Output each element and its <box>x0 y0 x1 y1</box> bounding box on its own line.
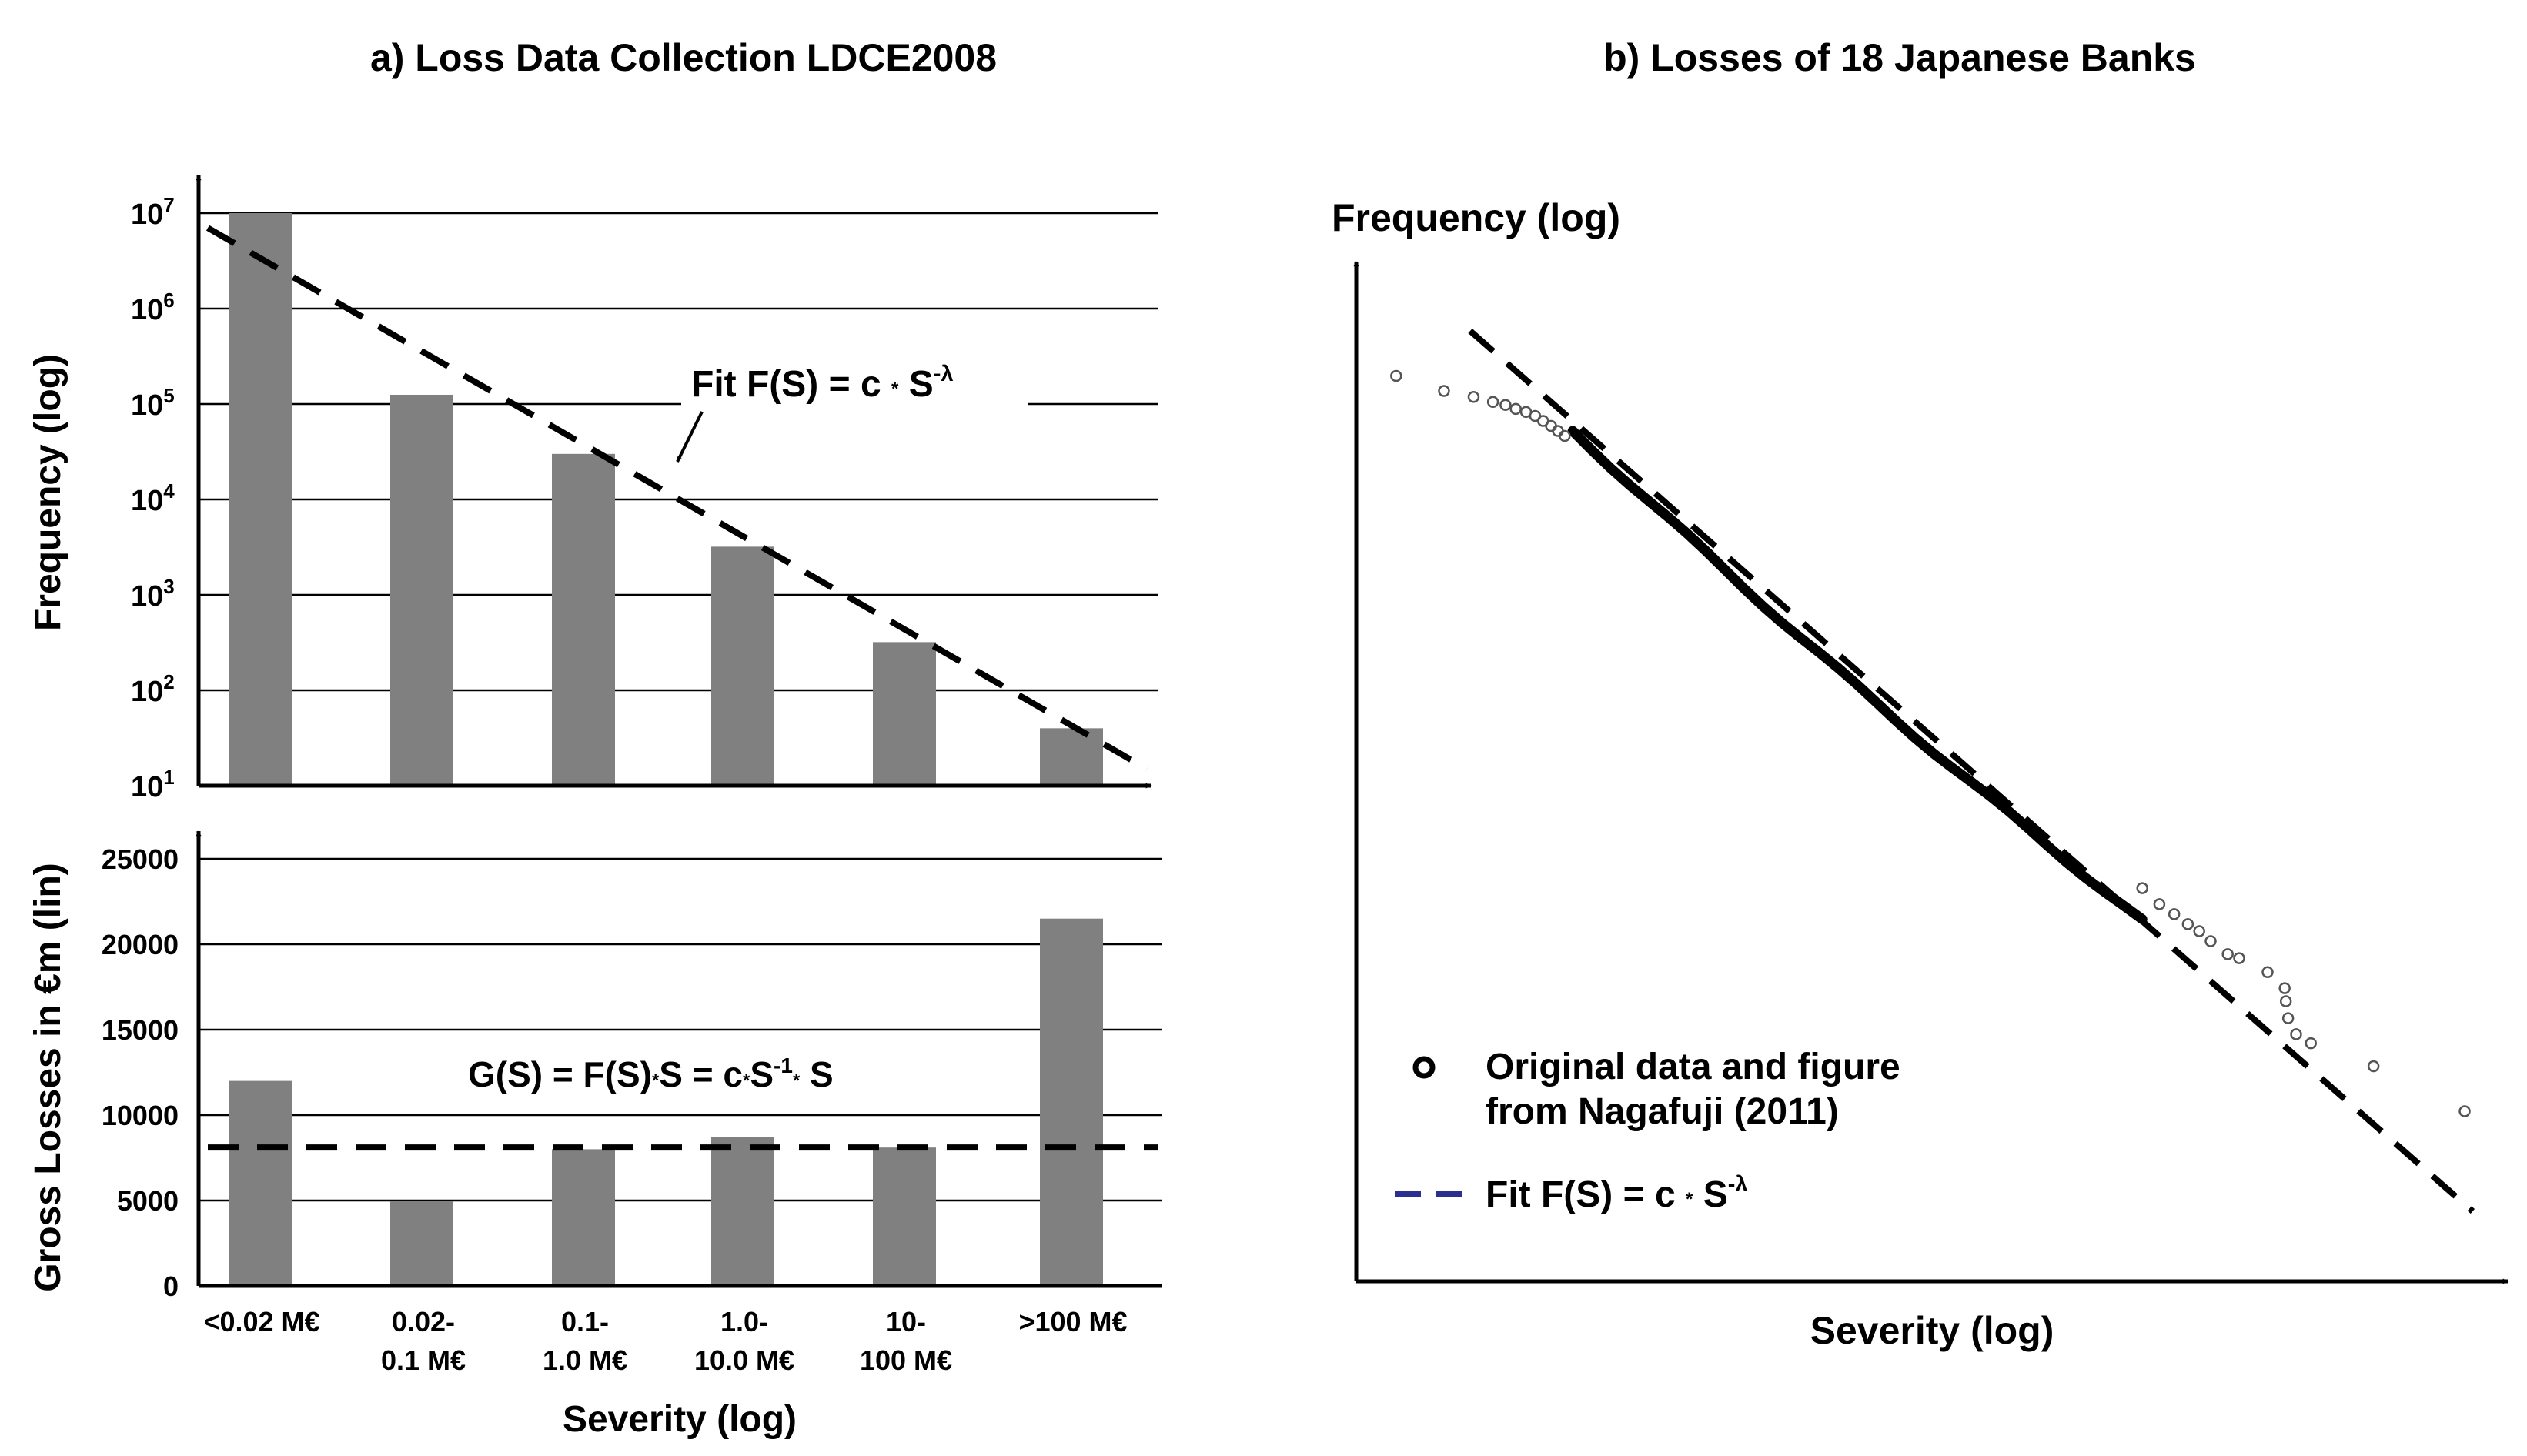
panel-a-category-label: 100 M€ <box>860 1344 952 1376</box>
panel-a-title: a) Loss Data Collection LDCE2008 <box>370 36 997 79</box>
legend-data-label-line2: from Nagafuji (2011) <box>1486 1091 1839 1132</box>
panel-a-category-label: <0.02 M€ <box>203 1306 319 1337</box>
panel-a-bottom-bar <box>1040 918 1103 1286</box>
panel-a-category-label: 1.0 M€ <box>543 1344 627 1376</box>
panel-b-data-point <box>1499 399 1512 411</box>
panel-b-data-point <box>1559 429 1571 442</box>
panel-a-bottom-ytick-label: 15000 <box>102 1014 179 1046</box>
panel-b-data-point <box>2305 1037 2317 1050</box>
panel-b-data-point <box>2367 1060 2380 1073</box>
panel-a-top-ytick-label: 107 <box>131 193 175 231</box>
panel-b-data-point <box>2458 1105 2471 1117</box>
panel-b-data-point <box>2278 982 2291 994</box>
panel-a-category-label: 10- <box>886 1306 926 1337</box>
panel-a-category-label: 0.02- <box>392 1306 455 1337</box>
panel-b-data-point <box>2279 995 2292 1007</box>
panel-b-data-point <box>1552 425 1564 437</box>
panel-a-category-label: >100 M€ <box>1018 1306 1127 1337</box>
panel-a-top-ytick-labels: 107 106 105 104 103 102 101 <box>131 193 175 803</box>
panel-a-bottom-ytick-label: 5000 <box>117 1185 179 1217</box>
panel-a-category-label: 10.0 M€ <box>694 1344 794 1376</box>
panel-a-x-label: Severity (log) <box>563 1399 797 1440</box>
panel-a-top-ytick-label: 102 <box>131 670 175 708</box>
panel-b-data-point <box>1545 419 1557 432</box>
panel-b-data-point <box>2181 918 2194 930</box>
panel-a-top-ytick-label: 104 <box>131 479 175 517</box>
panel-b-x-label: Severity (log) <box>1810 1309 2054 1352</box>
panel-a-top-bar <box>711 546 774 786</box>
panel-a-top-bars <box>229 213 1103 786</box>
panel-a-bottom-ytick-label: 25000 <box>102 843 179 875</box>
panel-a-top-gridlines <box>199 212 1158 692</box>
panel-a-top-bar <box>1040 728 1103 786</box>
panel-a-bottom-bar <box>552 1149 615 1286</box>
legend-fit-label: Fit F(S) = c * S-λ <box>1486 1172 1748 1215</box>
panel-a-top-ytick-label: 101 <box>131 766 175 803</box>
panel-a-top-ytick-label: 105 <box>131 384 175 422</box>
panel-b-data-point <box>1438 385 1450 397</box>
panel-a-top-bar <box>873 642 936 786</box>
panel-a-top-ytick-label: 103 <box>131 575 175 613</box>
panel-a-bottom-bar <box>873 1147 936 1286</box>
panel-a-bottom-bars <box>229 918 1103 1286</box>
legend-data-label-line1: Original data and figure <box>1486 1047 1900 1087</box>
panel-b-title: b) Losses of 18 Japanese Banks <box>1603 36 2196 79</box>
panel-b-data-point <box>1509 402 1522 416</box>
panel-b-data-point <box>2221 948 2234 960</box>
panel-a-bottom-bar <box>390 1201 453 1286</box>
panel-b-chart: b) Losses of 18 Japanese Banks Frequency… <box>1332 36 2509 1352</box>
panel-a-bottom-bar <box>711 1137 774 1286</box>
panel-a-bottom-ytick-label: 0 <box>163 1271 179 1302</box>
panel-a-top-bar <box>552 453 615 786</box>
panel-b-fit-line <box>1468 328 2475 1214</box>
panel-b-data-point <box>2168 908 2181 920</box>
panel-b-data-point <box>2153 898 2166 910</box>
panel-b-data-point <box>2193 925 2205 937</box>
panel-b-data-point <box>1486 396 1499 409</box>
panel-a-top-bar <box>229 213 292 786</box>
panel-a-top-ytick-label: 106 <box>131 289 175 326</box>
panel-b-data-point <box>2281 1012 2295 1024</box>
panel-b-data-point <box>1390 369 1402 382</box>
panel-a-bottom-y-label: Gross Losses in €m (lin) <box>28 863 69 1291</box>
panel-b-data-point <box>1467 391 1480 403</box>
panel-b-dense-data-band <box>1567 426 2148 924</box>
panel-a-category-labels: <0.02 M€ 0.02- 0.1 M€ 0.1- 1.0 M€ 1.0- 10.0 M€… <box>203 1306 1127 1376</box>
panel-b-data-point <box>2290 1028 2302 1040</box>
panel-a-top-fit-annotation: Fit F(S) = c * S-λ <box>691 362 954 405</box>
panel-a-top-bar <box>390 394 453 786</box>
panel-b-data-point <box>2233 952 2245 964</box>
panel-a-bottom-fit-annotation: G(S) = F(S)*S = c*S-1* S <box>468 1054 834 1094</box>
panel-a-category-label: 1.0- <box>720 1306 768 1337</box>
panel-a-top-y-label: Frequency (log) <box>28 354 69 631</box>
panel-a-bottom-annotation-bg <box>454 1048 931 1102</box>
panel-a-category-label: 0.1- <box>561 1306 609 1337</box>
legend-data-marker <box>1412 1056 1436 1079</box>
panel-a-bottom-ytick-label: 10000 <box>102 1100 179 1131</box>
panel-a-top-chart: a) Loss Data Collection LDCE2008 1071061… <box>28 36 1158 803</box>
panel-b-y-label: Frequency (log) <box>1332 196 1620 239</box>
panel-a-category-label: 0.1 M€ <box>381 1344 466 1376</box>
panel-a-bottom-chart: 25000 20000 15000 10000 5000 0 G(S) = F(S)*S … <box>28 830 1162 1440</box>
panel-b-data-point <box>2204 935 2217 947</box>
panel-b-legend: Original data and figure from Nagafuji (… <box>1395 1047 1900 1215</box>
panel-a-top-annotation-arrow <box>676 411 704 463</box>
panel-a-bottom-ytick-labels: 25000 20000 15000 10000 5000 0 <box>102 843 179 1302</box>
panel-a-bottom-bar <box>229 1080 292 1286</box>
panel-a-top-annotation-bg <box>681 358 1028 416</box>
panel-a-top-fit-line <box>206 225 1148 772</box>
panel-a-bottom-gridlines <box>199 857 1162 1202</box>
panel-a-bottom-ytick-label: 20000 <box>102 929 179 960</box>
panel-b-scatter-points <box>1390 369 2471 1117</box>
panel-b-data-point <box>2136 882 2148 894</box>
panel-b-data-point <box>2261 966 2274 979</box>
